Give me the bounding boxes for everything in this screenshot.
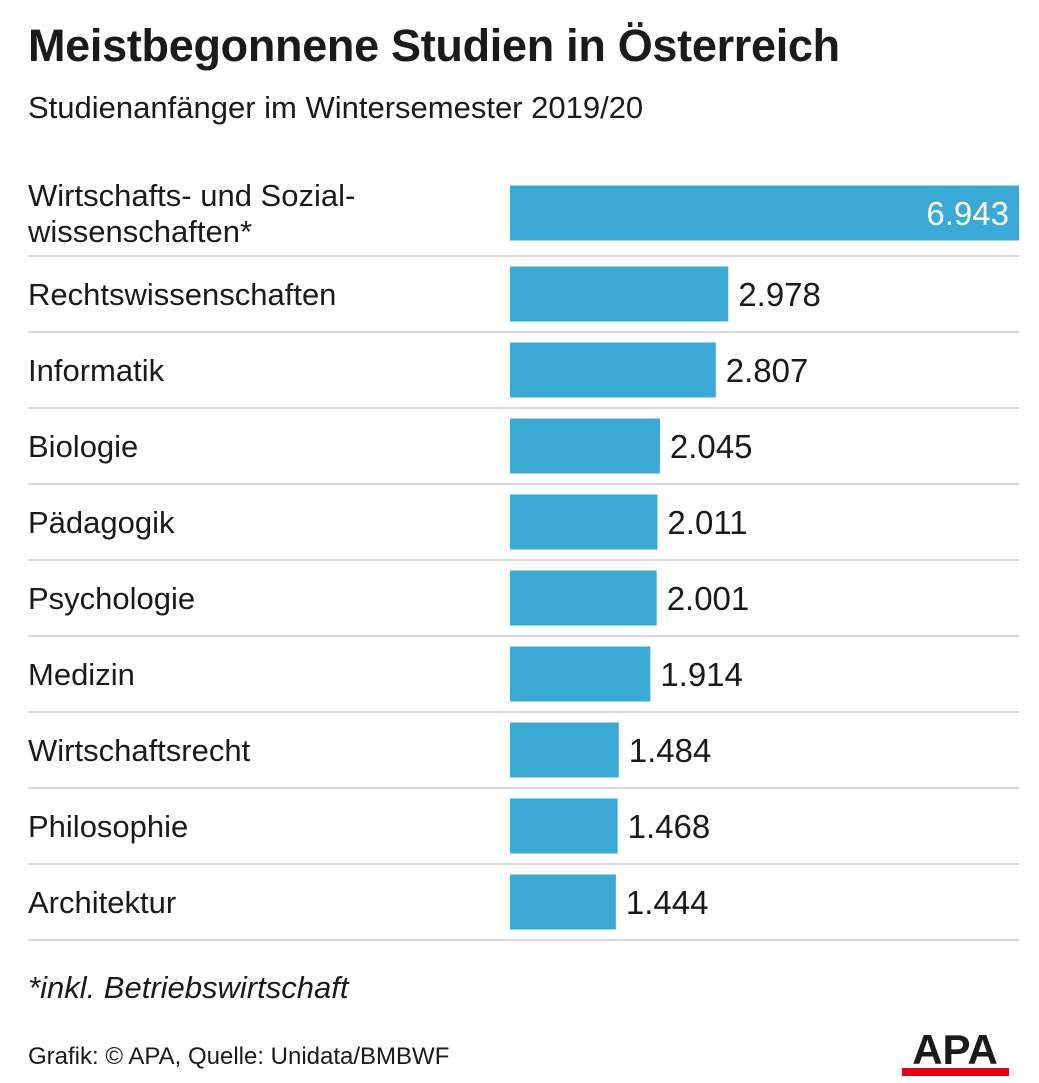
bar-value-label: 2.011 <box>667 504 747 541</box>
category-label: Architektur <box>28 885 176 920</box>
footnote: *inkl. Betriebswirtschaft <box>28 970 349 1005</box>
bar-value-label: 1.444 <box>626 884 709 921</box>
category-label: Wirtschaftsrecht <box>28 733 251 768</box>
chart-subtitle: Studienanfänger im Wintersemester 2019/2… <box>28 90 644 125</box>
bar-value-label: 2.045 <box>670 428 753 465</box>
bar-value-label: 2.978 <box>738 276 821 313</box>
bar <box>510 570 657 626</box>
apa-logo-underline <box>902 1068 1009 1076</box>
chart-title: Meistbegonnene Studien in Österreich <box>28 20 840 71</box>
category-label: Rechtswissenschaften <box>28 277 336 312</box>
bar <box>510 874 616 930</box>
bar-value-label: 2.807 <box>726 352 809 389</box>
bar-value-label: 1.468 <box>628 808 711 845</box>
category-label: Medizin <box>28 657 135 692</box>
bar-value-label: 6.943 <box>926 195 1009 232</box>
bar <box>510 646 651 702</box>
bar-chart: 6.943 Wirtschafts- und Sozial-wissenschaf… <box>27 178 1019 941</box>
bar <box>510 342 716 398</box>
bar <box>510 418 660 474</box>
bar <box>510 798 618 854</box>
category-label: Psychologie <box>28 581 195 616</box>
apa-logo-text: APA <box>912 1026 998 1073</box>
apa-logo: APA <box>902 1026 1009 1076</box>
bar-value-label: 2.001 <box>667 580 750 617</box>
bar <box>510 266 729 322</box>
category-label: Wirtschafts- und Sozial- <box>28 178 355 213</box>
category-label: Pädagogik <box>28 505 175 540</box>
category-label: Philosophie <box>28 809 188 844</box>
category-label: Informatik <box>28 353 165 388</box>
source-credit: Grafik: © APA, Quelle: Unidata/BMBWF <box>28 1043 450 1070</box>
bar <box>510 185 1019 241</box>
bar-value-label: 1.484 <box>629 732 712 769</box>
bar <box>510 722 619 778</box>
category-label: wissenschaften* <box>27 214 252 249</box>
bar-value-label: 1.914 <box>660 656 743 693</box>
bar <box>510 494 658 550</box>
category-label: Biologie <box>28 429 138 464</box>
